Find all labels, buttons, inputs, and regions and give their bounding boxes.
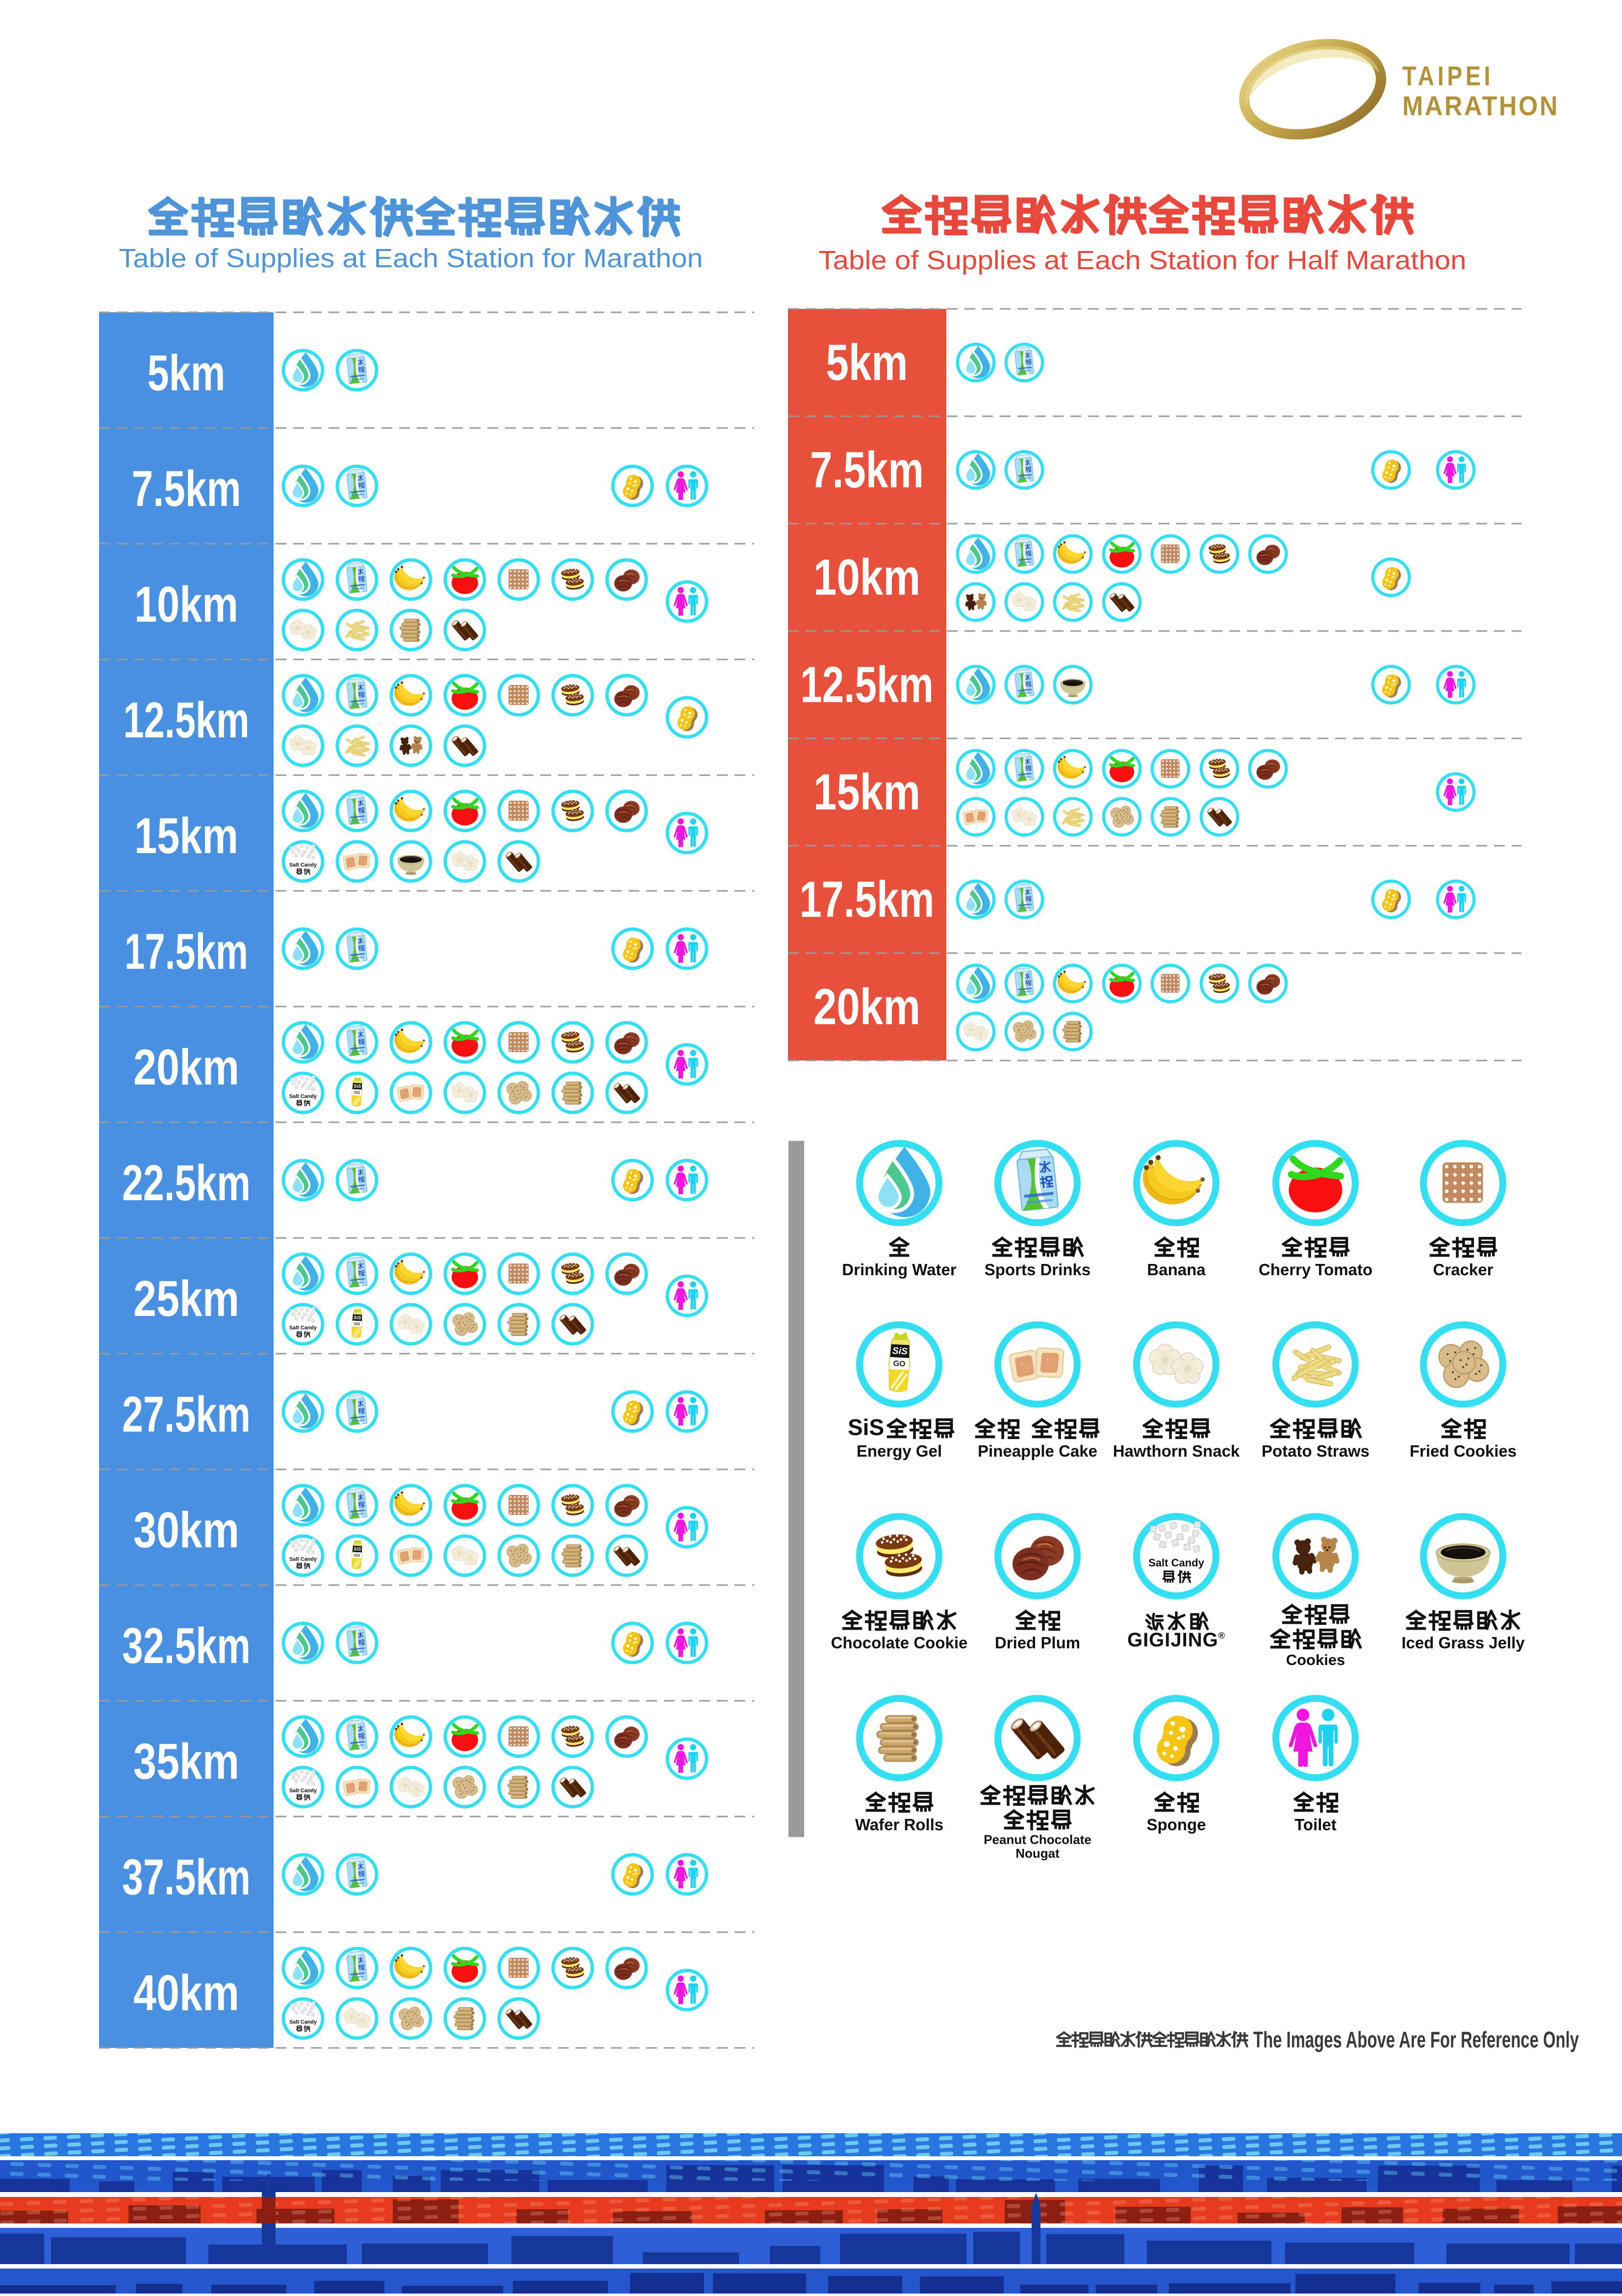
svg-text:27.5km: 27.5km	[122, 1386, 251, 1442]
svg-text:10km: 10km	[134, 576, 238, 632]
svg-text:SiS: SiS	[848, 1414, 884, 1440]
svg-text:Nougat: Nougat	[1015, 1846, 1060, 1861]
svg-text:Potato Straws: Potato Straws	[1262, 1442, 1369, 1460]
svg-text:12.5km: 12.5km	[124, 692, 250, 748]
svg-text:Drinking Water: Drinking Water	[842, 1261, 957, 1279]
svg-text:Cracker: Cracker	[1433, 1261, 1494, 1279]
svg-text:32.5km: 32.5km	[122, 1617, 251, 1674]
svg-text:7.5km: 7.5km	[810, 442, 924, 499]
svg-text:20km: 20km	[133, 1039, 239, 1095]
svg-text:GIGIJING®: GIGIJING®	[1127, 1629, 1225, 1651]
svg-text:12.5km: 12.5km	[800, 656, 934, 713]
svg-text:Dried Plum: Dried Plum	[995, 1634, 1080, 1652]
svg-text:Fried Cookies: Fried Cookies	[1410, 1442, 1517, 1460]
svg-text:Table of Supplies at Each Stat: Table of Supplies at Each Station for Ma…	[119, 244, 703, 273]
svg-text:Pineapple Cake: Pineapple Cake	[978, 1442, 1097, 1460]
svg-text:15km: 15km	[134, 807, 238, 864]
svg-text:17.5km: 17.5km	[125, 923, 248, 980]
svg-text:35km: 35km	[133, 1733, 239, 1790]
svg-text:Sponge: Sponge	[1147, 1816, 1206, 1834]
svg-text:5km: 5km	[148, 345, 226, 401]
svg-text:MARATHON: MARATHON	[1402, 90, 1559, 121]
svg-text:Peanut Chocolate: Peanut Chocolate	[984, 1832, 1091, 1847]
svg-text:7.5km: 7.5km	[132, 460, 241, 517]
svg-text:10km: 10km	[813, 549, 920, 606]
svg-text:5km: 5km	[826, 334, 908, 391]
svg-text:The Images Above Are For Refer: The Images Above Are For Reference Only	[1253, 2027, 1579, 2052]
svg-text:Banana: Banana	[1147, 1261, 1206, 1279]
svg-text:20km: 20km	[813, 979, 920, 1035]
svg-text:37.5km: 37.5km	[122, 1849, 251, 1905]
svg-text:Sports Drinks: Sports Drinks	[985, 1261, 1090, 1279]
svg-text:Table of Supplies at Each Stat: Table of Supplies at Each Station for Ha…	[819, 246, 1467, 275]
svg-text:25km: 25km	[133, 1270, 239, 1327]
svg-text:Hawthorn Snack: Hawthorn Snack	[1113, 1442, 1240, 1460]
svg-text:Wafer Rolls: Wafer Rolls	[855, 1816, 943, 1834]
svg-text:30km: 30km	[133, 1502, 239, 1558]
svg-text:Cookies: Cookies	[1286, 1651, 1345, 1668]
svg-text:TAIPEI: TAIPEI	[1402, 60, 1494, 91]
svg-text:Toilet: Toilet	[1294, 1816, 1337, 1834]
svg-text:15km: 15km	[813, 764, 920, 821]
svg-text:Cherry Tomato: Cherry Tomato	[1259, 1261, 1372, 1279]
svg-text:Energy Gel: Energy Gel	[857, 1442, 942, 1460]
svg-text:22.5km: 22.5km	[122, 1155, 251, 1211]
svg-text:17.5km: 17.5km	[800, 871, 935, 928]
svg-text:40km: 40km	[133, 1965, 239, 2021]
svg-text:Iced Grass Jelly: Iced Grass Jelly	[1401, 1634, 1525, 1652]
svg-text:Chocolate Cookie: Chocolate Cookie	[831, 1634, 968, 1652]
